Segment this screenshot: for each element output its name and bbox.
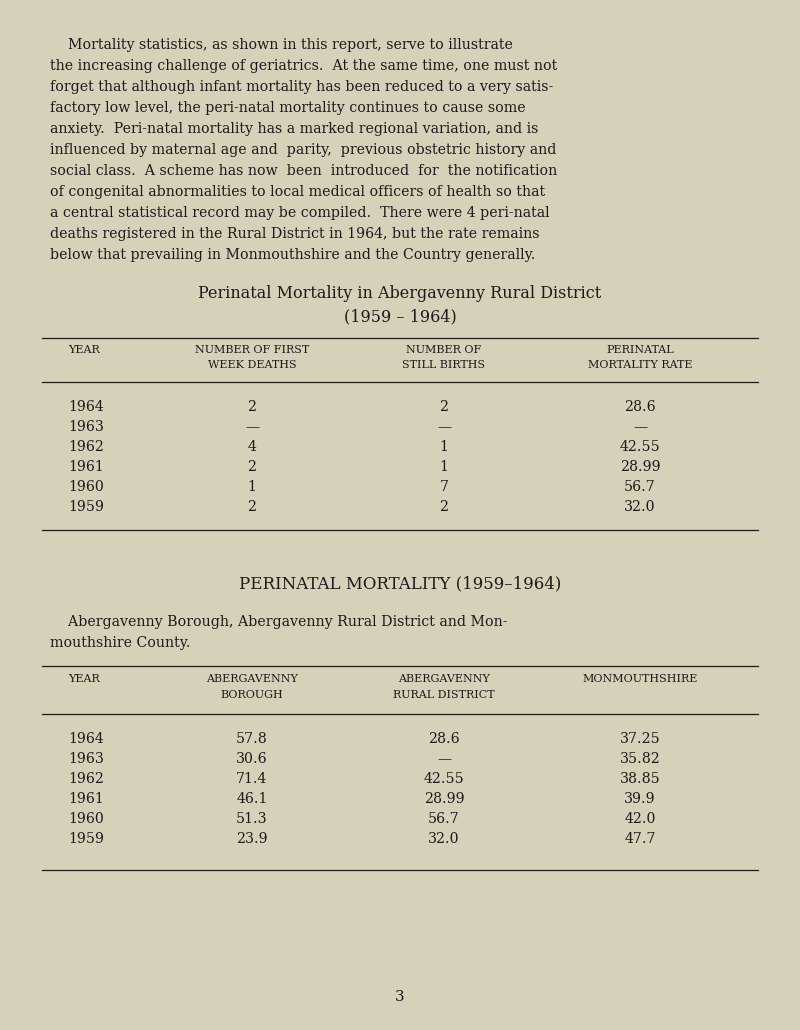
Text: 1: 1	[439, 440, 449, 454]
Text: 56.7: 56.7	[428, 812, 460, 826]
Text: ABERGAVENNY: ABERGAVENNY	[206, 674, 298, 684]
Text: MONMOUTHSHIRE: MONMOUTHSHIRE	[582, 674, 698, 684]
Text: Mortality statistics, as shown in this report, serve to illustrate: Mortality statistics, as shown in this r…	[50, 38, 513, 52]
Text: RURAL DISTRICT: RURAL DISTRICT	[393, 690, 495, 700]
Text: (1959 – 1964): (1959 – 1964)	[344, 308, 456, 325]
Text: 28.99: 28.99	[620, 460, 660, 474]
Text: 28.6: 28.6	[624, 400, 656, 414]
Text: NUMBER OF FIRST: NUMBER OF FIRST	[195, 345, 309, 355]
Text: 38.85: 38.85	[620, 772, 660, 786]
Text: 1964: 1964	[68, 732, 104, 746]
Text: Perinatal Mortality in Abergavenny Rural District: Perinatal Mortality in Abergavenny Rural…	[198, 285, 602, 302]
Text: YEAR: YEAR	[68, 674, 100, 684]
Text: 7: 7	[439, 480, 449, 494]
Text: 1: 1	[247, 480, 257, 494]
Text: BOROUGH: BOROUGH	[221, 690, 283, 700]
Text: 3: 3	[395, 990, 405, 1004]
Text: 57.8: 57.8	[236, 732, 268, 746]
Text: 42.55: 42.55	[424, 772, 464, 786]
Text: of congenital abnormalities to local medical officers of health so that: of congenital abnormalities to local med…	[50, 185, 545, 199]
Text: 1961: 1961	[68, 460, 104, 474]
Text: 2: 2	[439, 400, 449, 414]
Text: 56.7: 56.7	[624, 480, 656, 494]
Text: below that prevailing in Monmouthshire and the Country generally.: below that prevailing in Monmouthshire a…	[50, 248, 535, 262]
Text: deaths registered in the Rural District in 1964, but the rate remains: deaths registered in the Rural District …	[50, 227, 539, 241]
Text: YEAR: YEAR	[68, 345, 100, 355]
Text: social class.  A scheme has now  been  introduced  for  the notification: social class. A scheme has now been intr…	[50, 164, 558, 178]
Text: —: —	[437, 420, 451, 434]
Text: 1959: 1959	[68, 500, 104, 514]
Text: the increasing challenge of geriatrics.  At the same time, one must not: the increasing challenge of geriatrics. …	[50, 59, 558, 73]
Text: mouthshire County.: mouthshire County.	[50, 636, 190, 650]
Text: 37.25: 37.25	[620, 732, 660, 746]
Text: 1962: 1962	[68, 772, 104, 786]
Text: 46.1: 46.1	[236, 792, 268, 806]
Text: factory low level, the peri-natal mortality continues to cause some: factory low level, the peri-natal mortal…	[50, 101, 526, 115]
Text: PERINATAL MORTALITY (1959–1964): PERINATAL MORTALITY (1959–1964)	[239, 575, 561, 592]
Text: 47.7: 47.7	[624, 832, 656, 846]
Text: ABERGAVENNY: ABERGAVENNY	[398, 674, 490, 684]
Text: 2: 2	[439, 500, 449, 514]
Text: 32.0: 32.0	[428, 832, 460, 846]
Text: 1: 1	[439, 460, 449, 474]
Text: PERINATAL: PERINATAL	[606, 345, 674, 355]
Text: 1962: 1962	[68, 440, 104, 454]
Text: NUMBER OF: NUMBER OF	[406, 345, 482, 355]
Text: 42.0: 42.0	[624, 812, 656, 826]
Text: WEEK DEATHS: WEEK DEATHS	[208, 360, 296, 370]
Text: 1963: 1963	[68, 752, 104, 766]
Text: 23.9: 23.9	[236, 832, 268, 846]
Text: 39.9: 39.9	[624, 792, 656, 806]
Text: 30.6: 30.6	[236, 752, 268, 766]
Text: 42.55: 42.55	[620, 440, 660, 454]
Text: 28.99: 28.99	[424, 792, 464, 806]
Text: MORTALITY RATE: MORTALITY RATE	[588, 360, 692, 370]
Text: 35.82: 35.82	[620, 752, 660, 766]
Text: 71.4: 71.4	[236, 772, 268, 786]
Text: forget that although infant mortality has been reduced to a very satis-: forget that although infant mortality ha…	[50, 80, 554, 94]
Text: STILL BIRTHS: STILL BIRTHS	[402, 360, 486, 370]
Text: 32.0: 32.0	[624, 500, 656, 514]
Text: influenced by maternal age and  parity,  previous obstetric history and: influenced by maternal age and parity, p…	[50, 143, 556, 157]
Text: 1963: 1963	[68, 420, 104, 434]
Text: 1959: 1959	[68, 832, 104, 846]
Text: a central statistical record may be compiled.  There were 4 peri-natal: a central statistical record may be comp…	[50, 206, 550, 220]
Text: 2: 2	[247, 460, 257, 474]
Text: 2: 2	[247, 400, 257, 414]
Text: —: —	[245, 420, 259, 434]
Text: 4: 4	[247, 440, 257, 454]
Text: 51.3: 51.3	[236, 812, 268, 826]
Text: 1964: 1964	[68, 400, 104, 414]
Text: 2: 2	[247, 500, 257, 514]
Text: 1961: 1961	[68, 792, 104, 806]
Text: —: —	[633, 420, 647, 434]
Text: anxiety.  Peri-natal mortality has a marked regional variation, and is: anxiety. Peri-natal mortality has a mark…	[50, 122, 538, 136]
Text: 1960: 1960	[68, 812, 104, 826]
Text: Abergavenny Borough, Abergavenny Rural District and Mon-: Abergavenny Borough, Abergavenny Rural D…	[50, 615, 507, 629]
Text: 1960: 1960	[68, 480, 104, 494]
Text: —: —	[437, 752, 451, 766]
Text: 28.6: 28.6	[428, 732, 460, 746]
